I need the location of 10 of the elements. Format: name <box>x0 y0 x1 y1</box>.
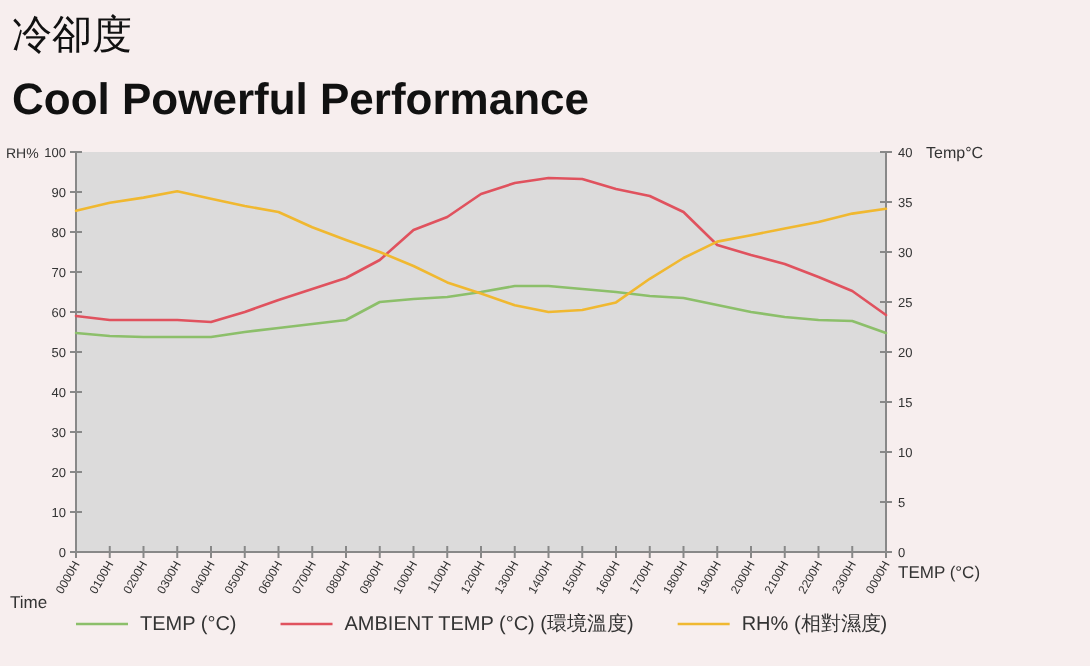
chart-title: 冷卻度 <box>12 10 132 58</box>
line-series <box>74 189 888 314</box>
y2-axis-title: Temp°C <box>926 144 984 162</box>
x-axis-title: Time <box>10 592 48 612</box>
text: TEMP (°C) <box>898 562 981 582</box>
legend-label: AMBIENT TEMP (°C) (環境溫度) <box>344 612 634 636</box>
legend-label: TEMP (°C) <box>140 614 237 636</box>
legend-label: RH% (相對濕度) <box>741 612 888 636</box>
chart-subtitle: Cool Powerful Performance <box>12 74 590 124</box>
line-series <box>74 284 888 339</box>
